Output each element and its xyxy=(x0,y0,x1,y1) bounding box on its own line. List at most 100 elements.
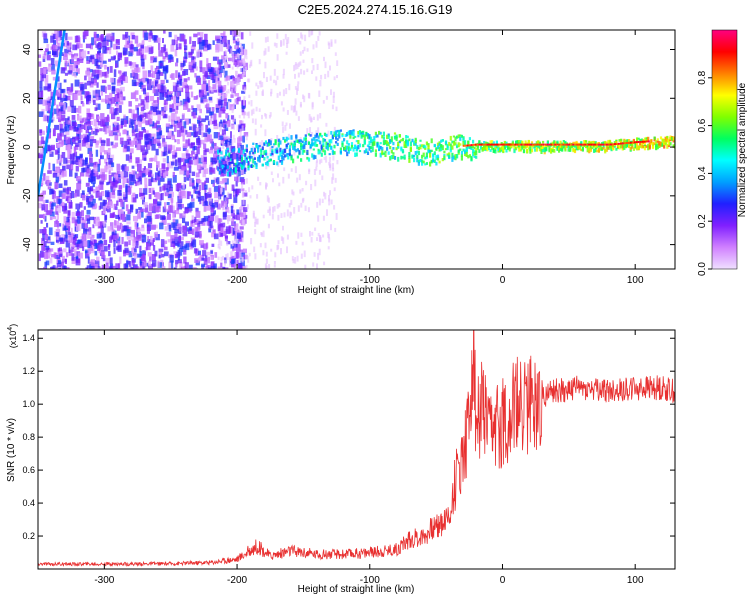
noise-cell xyxy=(86,218,91,224)
ridge-cell xyxy=(639,143,642,145)
ridge-cell xyxy=(567,148,570,152)
ridge-cell xyxy=(486,146,489,152)
noise-cell xyxy=(197,179,202,184)
noise-cell xyxy=(96,129,100,133)
noise-cell xyxy=(72,139,75,143)
ridge-cell xyxy=(247,165,250,168)
ridge-cell xyxy=(413,155,416,158)
noise-cell xyxy=(135,240,139,249)
noise-cell xyxy=(85,129,90,134)
noise-cell xyxy=(147,163,153,169)
ridge-core xyxy=(480,143,483,146)
noise-cell xyxy=(62,95,68,102)
noise-cell xyxy=(118,77,122,83)
haze-cell xyxy=(254,128,257,136)
noise-cell xyxy=(162,66,168,72)
haze-cell xyxy=(254,253,257,260)
noise-cell xyxy=(107,86,111,91)
noise-cell xyxy=(74,136,79,141)
ridge-cell xyxy=(355,146,358,152)
noise-cell xyxy=(169,74,173,78)
noise-cell xyxy=(140,53,144,58)
ridge-cell xyxy=(664,136,667,142)
noise-cell xyxy=(200,95,204,103)
ridge-cell xyxy=(335,136,338,140)
ridge-cell xyxy=(473,155,476,158)
noise-cell xyxy=(240,252,246,260)
noise-cell xyxy=(166,155,169,164)
haze-cell xyxy=(243,96,246,100)
noise-cell xyxy=(126,135,130,142)
noise-cell xyxy=(137,139,142,144)
ridge-cell xyxy=(621,144,624,149)
ridge-cell xyxy=(637,137,640,140)
haze-cell xyxy=(331,177,334,184)
noise-cell xyxy=(232,35,236,41)
ridge-cell xyxy=(245,148,248,153)
noise-cell xyxy=(116,245,120,251)
ridge-cell xyxy=(537,140,540,144)
noise-cell xyxy=(166,188,170,193)
haze-cell xyxy=(283,212,286,218)
haze-cell xyxy=(326,209,328,216)
x-tick-label: -100 xyxy=(360,275,380,286)
noise-cell xyxy=(52,116,55,122)
haze-cell xyxy=(327,70,330,78)
noise-cell xyxy=(109,92,113,99)
haze-cell xyxy=(299,101,302,107)
noise-cell xyxy=(65,240,70,248)
noise-cell xyxy=(120,74,126,82)
noise-cell xyxy=(158,168,164,174)
noise-cell xyxy=(142,197,145,205)
noise-cell xyxy=(46,54,51,61)
ridge-cell xyxy=(303,149,306,153)
noise-cell xyxy=(68,51,73,56)
ridge-cell xyxy=(664,140,667,145)
haze-cell xyxy=(251,185,254,190)
ridge-core xyxy=(494,143,497,146)
noise-cell xyxy=(230,205,234,214)
haze-cell xyxy=(328,195,330,202)
noise-cell xyxy=(66,87,70,91)
ridge-cell xyxy=(650,139,653,143)
ridge-cell xyxy=(452,155,455,160)
ridge-cell xyxy=(615,147,618,151)
ridge-cell xyxy=(319,133,322,137)
noise-cell xyxy=(220,65,225,73)
noise-cell xyxy=(52,202,56,207)
noise-cell xyxy=(226,241,231,245)
noise-cell xyxy=(38,152,43,158)
noise-cell xyxy=(157,177,161,186)
ridge-cell xyxy=(320,135,323,138)
haze-cell xyxy=(224,57,226,63)
noise-cell xyxy=(184,262,189,269)
haze-cell xyxy=(307,92,310,98)
noise-cell xyxy=(122,183,125,188)
haze-cell xyxy=(307,207,310,213)
noise-cell xyxy=(197,190,200,196)
ridge-cell xyxy=(454,142,457,146)
noise-cell xyxy=(170,145,176,150)
noise-cell xyxy=(164,89,169,96)
noise-cell xyxy=(183,56,188,63)
noise-cell xyxy=(141,117,146,124)
noise-cell xyxy=(157,114,161,121)
ridge-cell xyxy=(441,145,444,151)
noise-cell xyxy=(168,224,172,230)
ridge-core xyxy=(546,143,549,146)
noise-cell xyxy=(162,158,167,163)
ridge-cell xyxy=(624,139,627,144)
noise-cell xyxy=(93,170,99,177)
noise-cell xyxy=(80,124,85,130)
haze-cell xyxy=(294,73,296,79)
noise-cell xyxy=(87,246,91,255)
ridge-cell xyxy=(629,146,632,151)
haze-cell xyxy=(256,218,259,225)
ridge-cell xyxy=(272,161,276,164)
noise-cell xyxy=(200,155,205,163)
noise-cell xyxy=(143,202,148,208)
ridge-cell xyxy=(425,162,428,165)
haze-cell xyxy=(277,173,279,178)
ridge-core xyxy=(598,143,600,146)
noise-cell xyxy=(210,207,214,213)
